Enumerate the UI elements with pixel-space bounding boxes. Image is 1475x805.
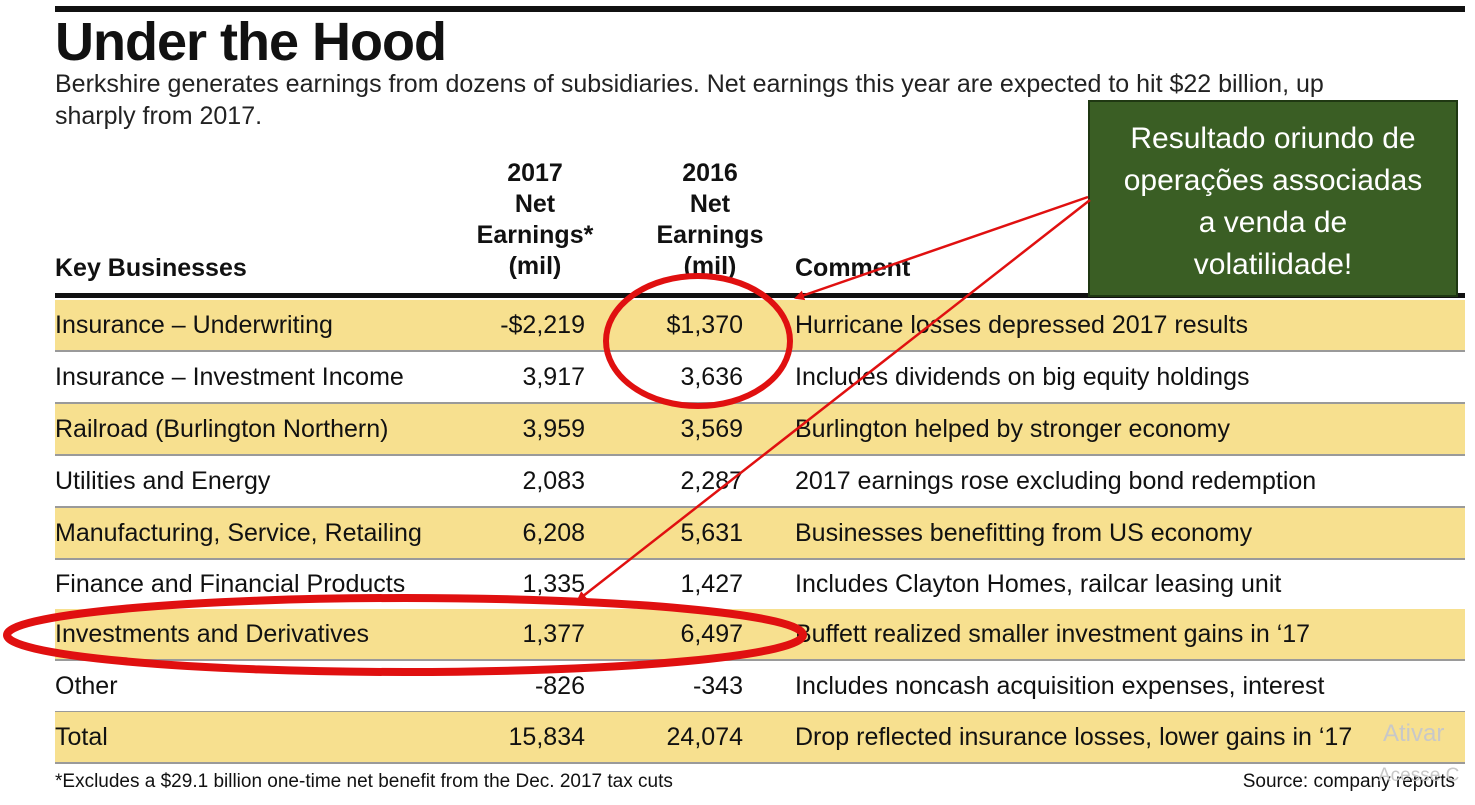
- callout-line: volatilidade!: [1193, 248, 1353, 281]
- row-value-2016: 24,074: [666, 723, 743, 751]
- row-value-2017: 15,834: [508, 723, 585, 751]
- row-comment: Buffett realized smaller investment gain…: [795, 620, 1311, 648]
- row-name: Total: [55, 723, 108, 751]
- callout-line: Resultado oriundo de: [1130, 122, 1416, 155]
- row-name: Utilities and Energy: [55, 467, 271, 495]
- row-comment: Includes dividends on big equity holding…: [795, 363, 1250, 391]
- table-row: Utilities and Energy 2,083 2,287 2017 ea…: [55, 456, 1465, 508]
- row-name: Railroad (Burlington Northern): [55, 415, 389, 443]
- row-comment: Businesses benefitting from US economy: [795, 519, 1253, 547]
- header-2016-line: (mil): [683, 252, 737, 280]
- row-name: Manufacturing, Service, Retailing: [55, 519, 422, 547]
- row-name: Other: [55, 672, 118, 700]
- header-2016-line: 2016: [682, 159, 738, 187]
- row-value-2017: 1,335: [522, 570, 585, 598]
- row-value-2016: 1,427: [680, 570, 743, 598]
- header-2017-line: Earnings*: [476, 221, 594, 249]
- table-row: Investments and Derivatives 1,377 6,497 …: [55, 609, 1465, 661]
- callout-box: Resultado oriundo de operações associada…: [1088, 100, 1458, 297]
- row-name: Insurance – Investment Income: [55, 363, 404, 391]
- row-value-2017: 6,208: [522, 519, 585, 547]
- row-value-2016: -343: [692, 672, 743, 700]
- row-comment: Hurricane losses depressed 2017 results: [795, 311, 1249, 339]
- source-note: Source: company reports: [1242, 771, 1455, 792]
- header-2016-line: Earnings: [656, 221, 764, 249]
- table-row-total: Total 15,834 24,074 Drop reflected insur…: [55, 712, 1465, 764]
- watermark-line-2: Acesse C: [1378, 765, 1460, 786]
- header-2016: 2016 Net Earnings (mil): [640, 158, 780, 282]
- table-row: Finance and Financial Products 1,335 1,4…: [55, 559, 1465, 611]
- watermark-line-1: Ativar: [1383, 720, 1445, 747]
- callout-line: a venda de: [1198, 206, 1348, 239]
- row-value-2017: -$2,219: [500, 311, 585, 339]
- row-value-2016: 6,497: [680, 620, 743, 648]
- row-comment: Drop reflected insurance losses, lower g…: [795, 723, 1353, 751]
- table-row: Manufacturing, Service, Retailing 6,208 …: [55, 508, 1465, 560]
- row-value-2017: 1,377: [522, 620, 585, 648]
- row-comment: 2017 earnings rose excluding bond redemp…: [795, 467, 1317, 495]
- header-2017-line: Net: [514, 190, 556, 218]
- header-comment: Comment: [795, 254, 911, 282]
- row-value-2017: 2,083: [522, 467, 585, 495]
- table-row: Insurance – Investment Income 3,917 3,63…: [55, 352, 1465, 404]
- row-value-2016: 2,287: [680, 467, 743, 495]
- row-name: Insurance – Underwriting: [55, 311, 333, 339]
- row-value-2016: 3,636: [680, 363, 743, 391]
- row-value-2017: -826: [534, 672, 585, 700]
- row-value-2016: $1,370: [666, 311, 743, 339]
- row-value-2017: 3,959: [522, 415, 585, 443]
- row-comment: Includes noncash acquisition expenses, i…: [795, 672, 1325, 700]
- row-comment: Includes Clayton Homes, railcar leasing …: [795, 570, 1282, 598]
- row-value-2017: 3,917: [522, 363, 585, 391]
- table-row: Other -826 -343 Includes noncash acquisi…: [55, 661, 1465, 713]
- row-name: Finance and Financial Products: [55, 570, 406, 598]
- row-value-2016: 5,631: [680, 519, 743, 547]
- header-2017-line: 2017: [507, 159, 563, 187]
- header-2017: 2017 Net Earnings* (mil): [470, 158, 600, 282]
- callout-line: operações associadas: [1123, 164, 1423, 197]
- chart-subtitle: Berkshire generates earnings from dozens…: [55, 70, 1324, 130]
- table-row: Insurance – Underwriting -$2,219 $1,370 …: [55, 300, 1465, 352]
- row-name: Investments and Derivatives: [55, 620, 370, 648]
- row-comment: Burlington helped by stronger economy: [795, 415, 1230, 443]
- header-key-businesses: Key Businesses: [55, 254, 247, 282]
- header-2017-line: (mil): [508, 252, 562, 280]
- top-rule: [55, 6, 1465, 12]
- footnote: *Excludes a $29.1 billion one-time net b…: [55, 771, 673, 792]
- chart-title: Under the Hood: [55, 12, 447, 72]
- header-2016-line: Net: [689, 190, 731, 218]
- table-row: Railroad (Burlington Northern) 3,959 3,5…: [55, 404, 1465, 456]
- row-value-2016: 3,569: [680, 415, 743, 443]
